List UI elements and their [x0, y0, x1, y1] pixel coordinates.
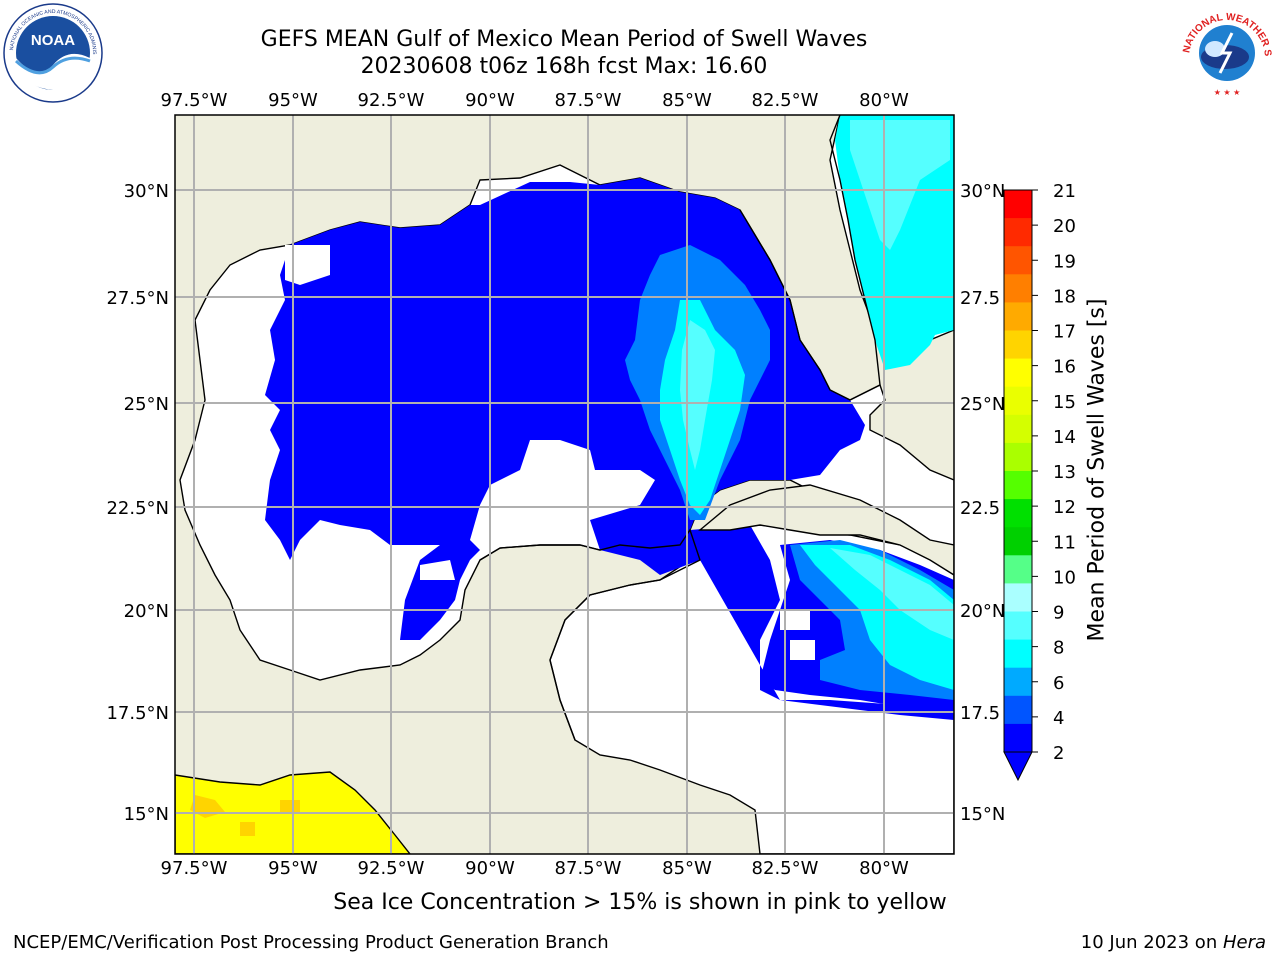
colorbar-tick-label: 17 [1053, 322, 1076, 343]
colorbar-segment [1004, 330, 1032, 360]
colorbar-segment [1004, 583, 1032, 612]
colorbar-segment [1004, 414, 1032, 444]
lat-tick: 20°N [124, 601, 169, 622]
lon-tick: 90°W [465, 858, 515, 879]
lat-tick: 22.5°N [106, 498, 169, 519]
lat-tick: 20°N [960, 601, 1005, 622]
colorbar-tick-label: 19 [1053, 251, 1076, 272]
lon-tick: 90°W [465, 90, 515, 111]
lat-tick: 27.5 [960, 288, 1000, 309]
colorbar-segment [1004, 611, 1032, 641]
chart-subtitle: 20230608 t06z 168h fcst Max: 16.60 [360, 54, 768, 79]
lon-tick: 85°W [662, 858, 712, 879]
lon-tick: 80°W [859, 90, 909, 111]
colorbar-tick-label: 15 [1053, 392, 1076, 413]
colorbar-ticks: 21 20 19 18 17 16 15 14 13 12 11 10 9 8 6 4 2 [1032, 181, 1076, 764]
svg-text:NOAA: NOAA [31, 32, 75, 49]
lon-tick: 92.5°W [358, 858, 425, 879]
colorbar [1003, 189, 1033, 782]
colorbar-label: Mean Period of Swell Waves [s] [1084, 298, 1110, 642]
lon-axis-bottom: 97.5°W 95°W 92.5°W 90°W 87.5°W 85°W 82.5… [161, 858, 909, 879]
colorbar-tick-label: 21 [1053, 181, 1076, 202]
lon-tick: 97.5°W [161, 90, 228, 111]
colorbar-tick-label: 8 [1053, 638, 1064, 659]
lat-tick: 17.5°N [106, 703, 169, 724]
lat-tick: 30°N [124, 181, 169, 202]
colorbar-tick-label: 4 [1053, 708, 1064, 729]
swell-period-8-9 [680, 320, 715, 470]
colorbar-tick-label: 12 [1053, 497, 1076, 518]
footer-date: 10 Jun 2023 on Hera [1081, 932, 1266, 953]
colorbar-segment [1004, 499, 1032, 528]
lat-tick: 30°N [960, 181, 1005, 202]
caribbean-swell-lightcyan [830, 548, 954, 640]
svg-text:★ ★ ★: ★ ★ ★ [1214, 88, 1241, 97]
map-plot-area [175, 115, 954, 854]
colorbar-extend-arrow [1003, 751, 1033, 782]
footer-host: Hera [1222, 932, 1266, 953]
swell-period-2-4 [265, 178, 954, 720]
colorbar-tick-label: 6 [1053, 673, 1064, 694]
colorbar-tick-label: 18 [1053, 286, 1076, 307]
colorbar-tick-label: 2 [1053, 743, 1064, 764]
lon-tick: 80°W [859, 858, 909, 879]
sea-ice-region-warm [190, 795, 300, 836]
noaa-logo-icon: NOAA NATIONAL OCEANIC AND ATMOSPHERIC AD… [3, 3, 103, 103]
colorbar-segment [1004, 695, 1032, 725]
lat-tick: 25°N [960, 394, 1005, 415]
colorbar-segment [1004, 639, 1032, 669]
colorbar-tick-label: 16 [1053, 357, 1076, 378]
colorbar-segment [1004, 471, 1032, 500]
lat-tick: 15°N [124, 804, 169, 825]
lon-tick: 87.5°W [555, 90, 622, 111]
lat-axis-left: 30°N 27.5°N 25°N 22.5°N 20°N 17.5°N 15°N [106, 181, 169, 825]
lon-tick: 82.5°W [752, 858, 819, 879]
lon-tick: 82.5°W [752, 90, 819, 111]
lat-tick: 25°N [124, 394, 169, 415]
lon-tick: 87.5°W [555, 858, 622, 879]
colorbar-segment [1004, 246, 1032, 275]
lon-tick: 95°W [268, 90, 318, 111]
lat-axis-right: 30°N 27.5 25°N 22.5 20°N 17.5 15°N [960, 181, 1005, 825]
footer-date-text: 10 Jun 2023 on [1080, 932, 1223, 953]
lat-tick: 22.5 [960, 498, 1000, 519]
lat-tick: 17.5 [960, 703, 1000, 724]
gridlines [175, 115, 954, 854]
colorbar-segment [1004, 302, 1032, 331]
colorbar-tick-label: 14 [1053, 427, 1076, 448]
nws-logo-icon: NATIONAL WEATHER SERVICE ★ ★ ★ [1177, 3, 1276, 102]
map-frame [174, 114, 955, 855]
colorbar-segment [1004, 358, 1032, 388]
colorbar-tick-label: 13 [1053, 462, 1076, 483]
lat-tick: 15°N [960, 804, 1005, 825]
sea-ice-caption: Sea Ice Concentration > 15% is shown in … [333, 890, 947, 915]
footer-credit: NCEP/EMC/Verification Post Processing Pr… [13, 932, 609, 953]
lon-axis-top: 97.5°W 95°W 92.5°W 90°W 87.5°W 85°W 82.5… [161, 90, 909, 111]
colorbar-segment [1004, 274, 1032, 303]
lon-tick: 85°W [662, 90, 712, 111]
lon-tick: 92.5°W [358, 90, 425, 111]
colorbar-tick-label: 20 [1053, 216, 1076, 237]
florida-coast [739, 115, 881, 401]
colorbar-segment [1004, 218, 1032, 247]
colorbar-tick-label: 10 [1053, 567, 1076, 588]
colorbar-segment [1004, 442, 1032, 472]
colorbar-segment [1004, 386, 1032, 416]
yucatan-coast [479, 528, 701, 741]
lon-tick: 97.5°W [161, 858, 228, 879]
colorbar-segment [1004, 527, 1032, 556]
chart-title: GEFS MEAN Gulf of Mexico Mean Period of … [260, 27, 868, 52]
colorbar-tick-label: 11 [1053, 532, 1076, 553]
colorbar-segment [1004, 723, 1032, 753]
colorbar-segment [1004, 190, 1032, 219]
colorbar-segment [1004, 667, 1032, 697]
colorbar-segment [1004, 555, 1032, 584]
lat-tick: 27.5°N [106, 288, 169, 309]
atlantic-swell-light [850, 120, 950, 250]
lon-tick: 95°W [268, 858, 318, 879]
colorbar-tick-label: 9 [1053, 603, 1064, 624]
